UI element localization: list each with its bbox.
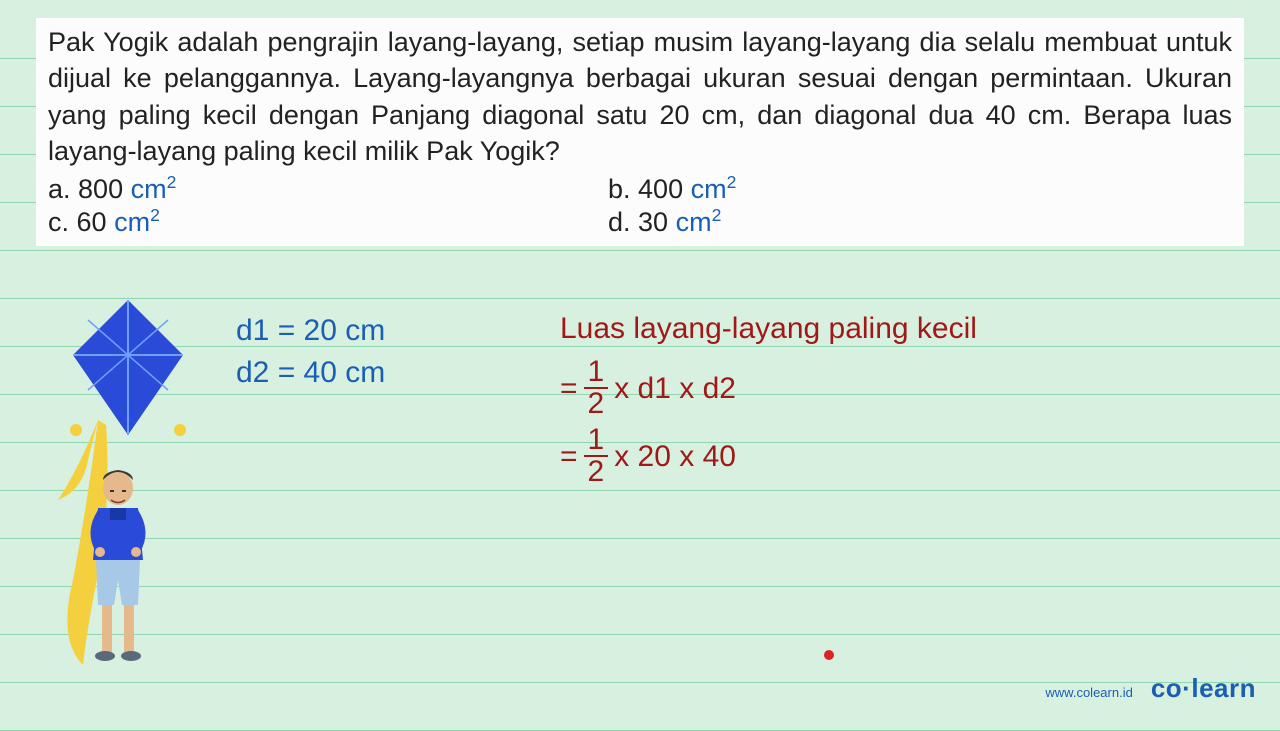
step2-rest: x 20 x 40 [614, 434, 736, 479]
question-box: Pak Yogik adalah pengrajin layang-layang… [36, 18, 1244, 246]
option-d-label: d. [608, 207, 638, 237]
given-values: d1 = 20 cm d2 = 40 cm [236, 310, 385, 394]
eq-sign: = [560, 366, 578, 411]
options-grid: a. 800 cm2 b. 400 cm2 c. 60 cm2 d. 30 cm… [48, 172, 1232, 238]
footer: www.colearn.id co·learn [1045, 673, 1256, 704]
option-c: c. 60 cm2 [48, 205, 608, 238]
eq-sign: = [560, 434, 578, 479]
given-d2: d2 = 40 cm [236, 352, 385, 394]
solution-step-2: = 1 2 x 20 x 40 [560, 425, 977, 487]
option-a: a. 800 cm2 [48, 172, 608, 205]
option-b-value: 400 [638, 174, 683, 204]
option-d-value: 30 [638, 207, 668, 237]
option-d: d. 30 cm2 [608, 205, 1168, 238]
solution-steps: Luas layang-layang paling kecil = 1 2 x … [560, 306, 977, 487]
option-b: b. 400 cm2 [608, 172, 1168, 205]
fraction-half: 1 2 [584, 357, 609, 419]
option-c-value: 60 [77, 207, 107, 237]
option-d-unit: cm2 [676, 207, 722, 237]
kite-person-svg [28, 300, 228, 700]
question-text: Pak Yogik adalah pengrajin layang-layang… [48, 24, 1232, 170]
site-url: www.colearn.id [1045, 685, 1132, 700]
pointer-dot [824, 650, 834, 660]
option-c-unit: cm2 [114, 207, 160, 237]
solution-step-1: = 1 2 x d1 x d2 [560, 357, 977, 419]
option-a-unit: cm2 [131, 174, 177, 204]
option-b-unit: cm2 [691, 174, 737, 204]
given-d1: d1 = 20 cm [236, 310, 385, 352]
fraction-half: 1 2 [584, 425, 609, 487]
solution-title: Luas layang-layang paling kecil [560, 306, 977, 351]
option-a-label: a. [48, 174, 78, 204]
brand-logo: co·learn [1151, 673, 1256, 704]
option-c-label: c. [48, 207, 77, 237]
step1-rest: x d1 x d2 [614, 366, 736, 411]
option-b-label: b. [608, 174, 638, 204]
option-a-value: 800 [78, 174, 123, 204]
illustration-kite-person [28, 300, 228, 680]
